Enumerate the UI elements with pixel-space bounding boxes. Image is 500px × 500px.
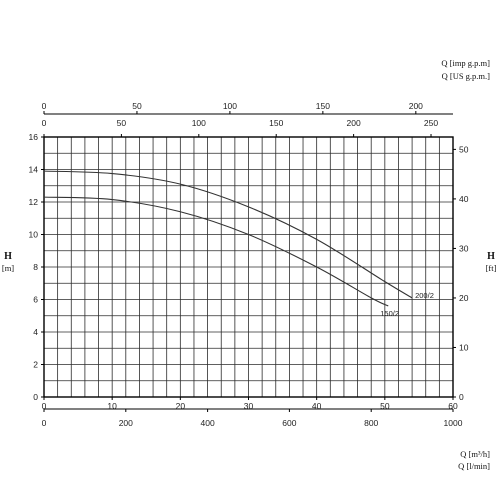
tick-label-us-gpm: 150 xyxy=(269,118,283,128)
grid xyxy=(43,136,454,398)
curve-150-2 xyxy=(43,196,389,307)
tick-label-imp-gpm: 0 xyxy=(42,101,47,111)
tick-label-lmin: 800 xyxy=(364,418,378,428)
tick-label-m: 2 xyxy=(33,360,38,370)
head-m-axis-unit: [m] xyxy=(2,263,14,273)
tick-label-us-gpm: 50 xyxy=(117,118,127,128)
tick-label-m3h: 50 xyxy=(380,401,390,411)
curves: 200/2 150/2 xyxy=(43,170,434,318)
tick-label-us-gpm: 0 xyxy=(42,118,47,128)
tick-label-m: 4 xyxy=(33,327,38,337)
curve-label-150-2: 150/2 xyxy=(380,309,399,318)
tick-label-us-gpm: 200 xyxy=(347,118,361,128)
curve-200-2 xyxy=(43,170,413,299)
head-m-axis-name: H xyxy=(4,251,12,262)
tick-label-m: 10 xyxy=(29,230,39,240)
tick-label-ft: 30 xyxy=(459,243,469,253)
lmin-axis-label: Q [l/min] xyxy=(458,461,490,471)
tick-label-us-gpm: 250 xyxy=(424,118,438,128)
tick-label-m3h: 60 xyxy=(448,401,458,411)
tick-label-m: 8 xyxy=(33,262,38,272)
tick-label-lmin: 400 xyxy=(201,418,215,428)
tick-label-lmin: 600 xyxy=(282,418,296,428)
tick-label-us-gpm: 100 xyxy=(192,118,206,128)
tick-label-m3h: 10 xyxy=(107,401,117,411)
tick-label-ft: 10 xyxy=(459,342,469,352)
tick-label-m: 0 xyxy=(33,392,38,402)
tick-label-imp-gpm: 200 xyxy=(409,101,423,111)
tick-label-imp-gpm: 100 xyxy=(223,101,237,111)
tick-label-m3h: 40 xyxy=(312,401,322,411)
head-ft-axis-unit: [ft] xyxy=(486,263,497,273)
plot-frame xyxy=(41,111,456,412)
tick-label-ft: 40 xyxy=(459,194,469,204)
tick-label-lmin: 200 xyxy=(119,418,133,428)
head-ft-axis-name: H xyxy=(487,251,495,262)
tick-label-m3h: 30 xyxy=(244,401,254,411)
tick-label-m: 6 xyxy=(33,295,38,305)
tick-label-m: 14 xyxy=(29,165,39,175)
tick-label-m: 12 xyxy=(29,197,39,207)
tick-label-ft: 20 xyxy=(459,293,469,303)
m3h-axis-label: Q [m³/h] xyxy=(460,449,490,459)
tick-label-lmin: 0 xyxy=(42,418,47,428)
tick-label-m3h: 20 xyxy=(176,401,186,411)
tick-label-lmin: 1000 xyxy=(444,418,463,428)
tick-label-m3h: 0 xyxy=(42,401,47,411)
tick-label-ft: 0 xyxy=(459,392,464,402)
imp-gpm-axis-label: Q [imp g.p.m] xyxy=(441,58,490,68)
us-gpm-axis-label: Q [US g.p.m.] xyxy=(442,71,491,81)
tick-label-imp-gpm: 50 xyxy=(132,101,142,111)
curve-label-200-2: 200/2 xyxy=(415,291,434,300)
tick-label-m: 16 xyxy=(29,132,39,142)
tick-label-imp-gpm: 150 xyxy=(316,101,330,111)
tick-label-ft: 50 xyxy=(459,144,469,154)
